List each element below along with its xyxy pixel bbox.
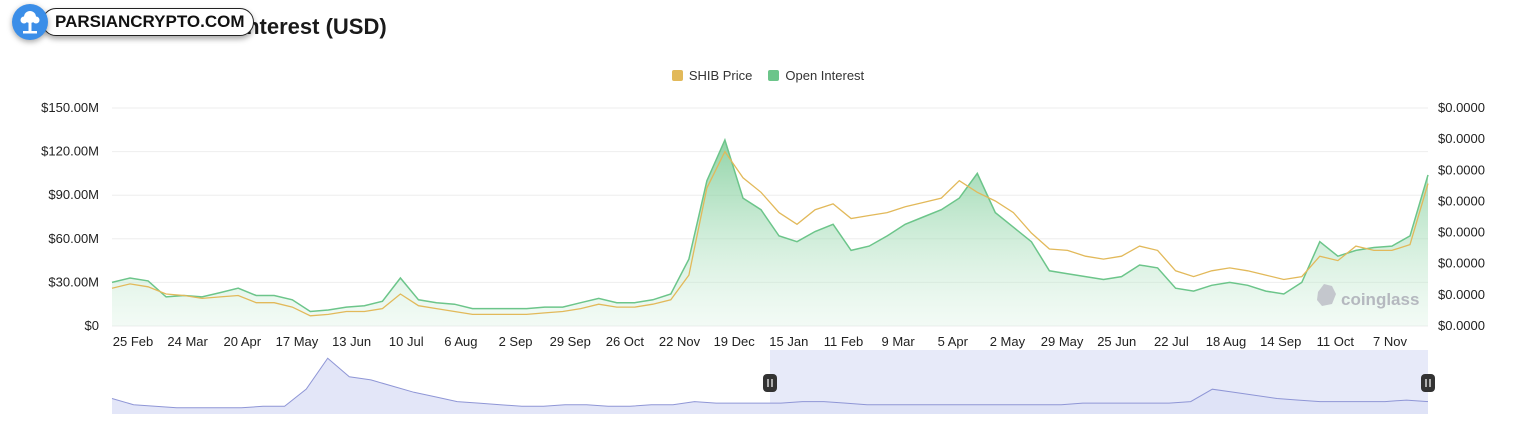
x-tick-label: 20 Apr	[224, 334, 262, 349]
x-tick-label: 10 Jul	[389, 334, 424, 349]
legend-item-open-interest[interactable]: Open Interest	[768, 68, 864, 83]
y-left-tick-label: $150.00M	[41, 100, 99, 115]
x-tick-label: 9 Mar	[882, 334, 916, 349]
chart-title: Interest (USD)	[240, 14, 387, 39]
y-right-tick-label: $0.0000	[1438, 162, 1485, 177]
y-left-tick-label: $120.00M	[41, 144, 99, 159]
coinglass-logo-icon	[1317, 284, 1336, 306]
y-right-tick-label: $0.0000	[1438, 225, 1485, 240]
coinglass-brand-text: coinglass	[1341, 290, 1419, 309]
x-tick-label: 14 Sep	[1260, 334, 1301, 349]
x-tick-label: 2 Sep	[499, 334, 533, 349]
x-tick-label: 11 Oct	[1317, 334, 1355, 349]
open-interest-line	[111, 137, 1429, 313]
x-tick-label: 26 Oct	[606, 334, 645, 349]
y-left-tick-label: $90.00M	[48, 187, 99, 202]
y-left-tick-label: $0	[85, 318, 99, 333]
coinglass-watermark: coinglass	[1317, 284, 1419, 309]
legend-label-price: SHIB Price	[688, 68, 753, 83]
navigator-line	[111, 357, 1429, 409]
x-tick-label: 7 Nov	[1373, 334, 1407, 349]
y-right-tick-label: $0.0000	[1438, 287, 1485, 302]
x-tick-label: 17 May	[276, 334, 319, 349]
y-right-tick-label: $0.0000	[1438, 318, 1485, 333]
legend: SHIB Price Open Interest	[0, 68, 1536, 83]
x-tick-label: 2 May	[990, 334, 1026, 349]
x-tick-label: 25 Jun	[1097, 334, 1136, 349]
x-tick-label: 13 Jun	[332, 334, 371, 349]
y-left-tick-label: $60.00M	[48, 231, 99, 246]
x-tick-label: 29 Sep	[550, 334, 591, 349]
open-interest-area	[112, 140, 1428, 326]
x-tick-label: 19 Dec	[714, 334, 756, 349]
x-tick-label: 24 Mar	[167, 334, 208, 349]
legend-swatch-open-interest	[768, 70, 780, 81]
x-tick-label: 25 Feb	[113, 334, 153, 349]
navigator-area	[112, 358, 1428, 414]
x-tick-label: 18 Aug	[1206, 334, 1247, 349]
y-right-tick-label: $0.0000	[1438, 193, 1485, 208]
x-tick-label: 29 May	[1041, 334, 1084, 349]
y-right-tick-label: $0.0000	[1438, 100, 1485, 115]
shib-price-line	[111, 150, 1429, 317]
x-tick-label: 5 Apr	[938, 334, 969, 349]
watermark-text: PARSIANCRYPTO.COM	[42, 8, 254, 36]
y-right-tick-label: $0.0000	[1438, 131, 1485, 146]
x-tick-label: 22 Jul	[1154, 334, 1189, 349]
legend-item-price[interactable]: SHIB Price	[671, 68, 753, 83]
legend-swatch-price	[671, 70, 683, 81]
x-tick-label: 11 Feb	[824, 334, 864, 349]
legend-label-open-interest: Open Interest	[785, 68, 865, 83]
navigator-handle-left[interactable]	[763, 374, 777, 392]
watermark: PARSIANCRYPTO.COM	[12, 4, 254, 40]
y-right-tick-label: $0.0000	[1438, 256, 1485, 271]
x-tick-label: 6 Aug	[444, 334, 477, 349]
y-left-tick-label: $30.00M	[48, 274, 99, 289]
x-tick-label: 22 Nov	[659, 334, 701, 349]
navigator-handle-right[interactable]	[1421, 374, 1435, 392]
x-tick-label: 15 Jan	[769, 334, 808, 349]
tree-logo-icon	[12, 4, 48, 40]
